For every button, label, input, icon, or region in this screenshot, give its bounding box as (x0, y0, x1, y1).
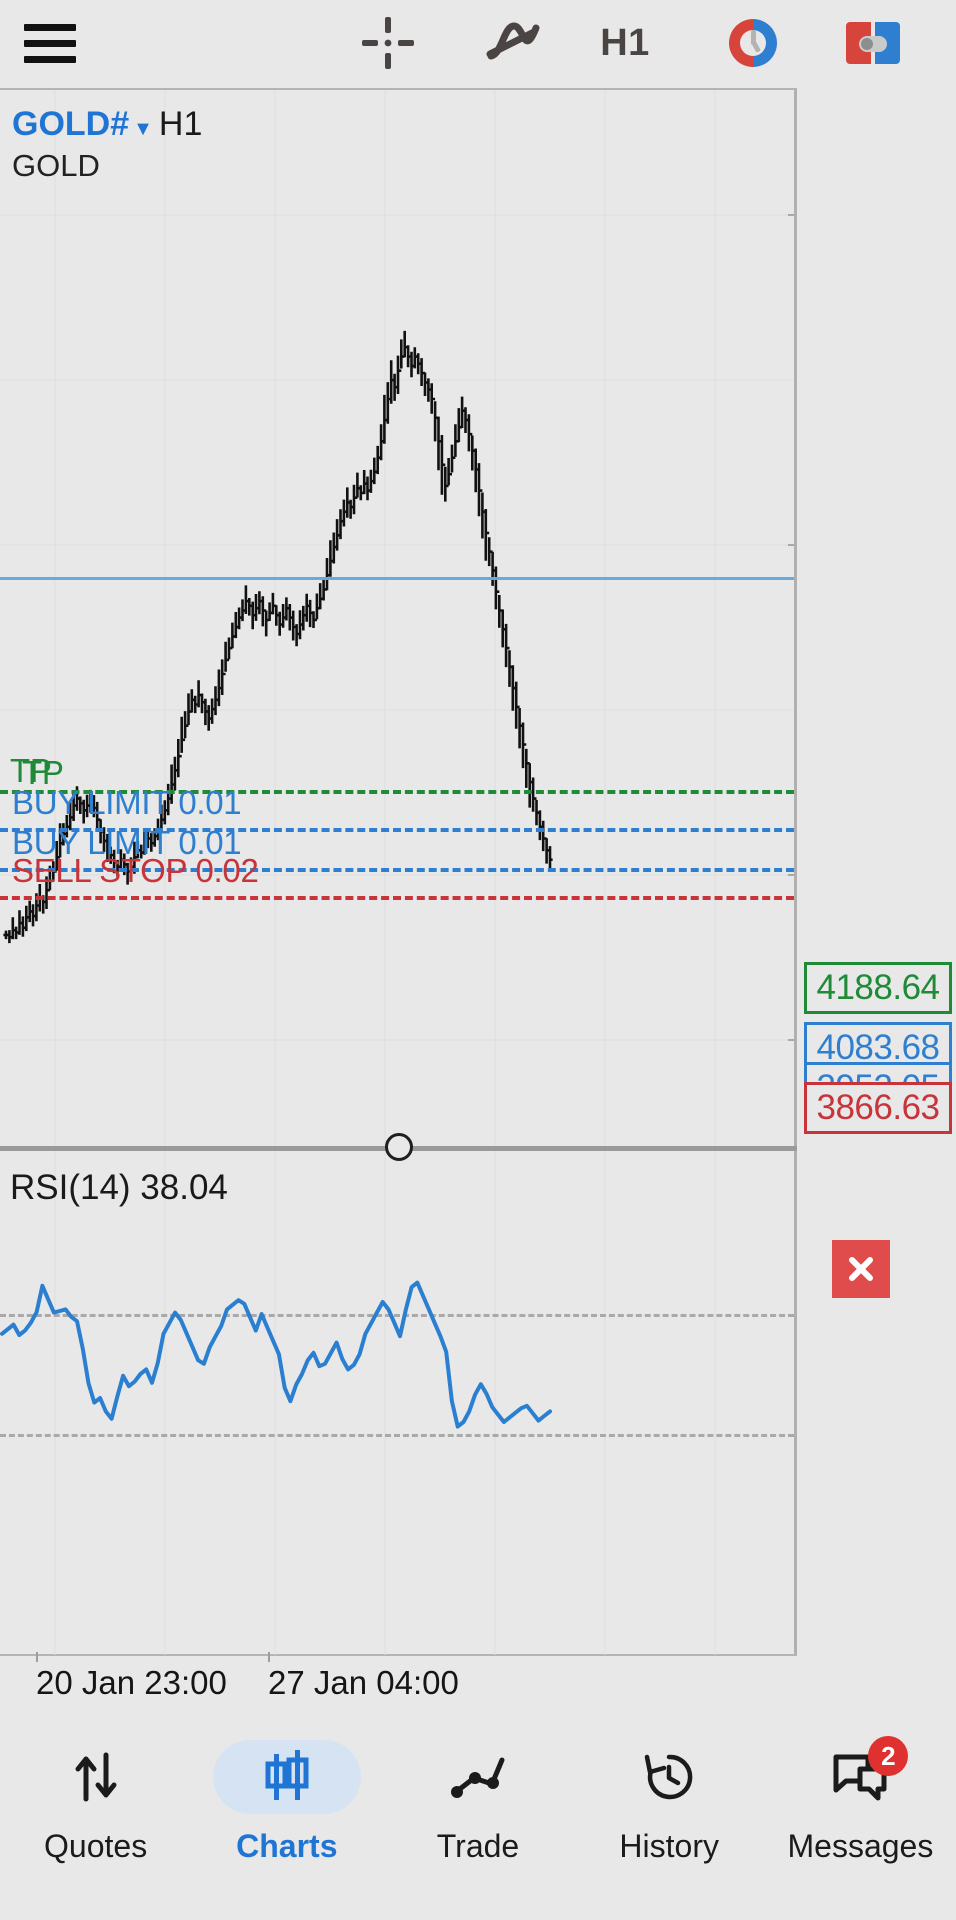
chat-bubbles-icon: 2 (786, 1736, 934, 1814)
level-label-buy-limit-1[interactable]: BUY LIMIT 0.01 (12, 784, 242, 821)
trade-line-dots-icon (404, 1740, 552, 1814)
time-label-2: 27 Jan 04:00 (268, 1664, 459, 1701)
price-bars (3, 330, 553, 944)
time-label-1: 20 Jan 23:00 (36, 1664, 227, 1701)
price-pane[interactable] (0, 90, 794, 1152)
nav-label-trade: Trade (436, 1828, 520, 1864)
rsi-label[interactable]: RSI(14) 38.04 (10, 1168, 228, 1207)
top-toolbar: H1 (0, 0, 956, 88)
indicators-wave-icon[interactable] (470, 6, 556, 80)
symbol-description: GOLD (12, 148, 100, 184)
level-label-tp-2[interactable]: TP (22, 754, 64, 791)
level-line-buy-limit-2[interactable] (0, 868, 794, 872)
crosshair-icon[interactable] (345, 6, 431, 80)
nav-label-charts: Charts (236, 1828, 338, 1864)
pane-splitter-handle[interactable] (385, 1133, 413, 1161)
current-price-line (0, 577, 794, 580)
nav-label-messages: Messages (787, 1828, 934, 1864)
symbol-name[interactable]: GOLD# (12, 105, 130, 143)
nav-item-charts[interactable]: Charts (191, 1720, 382, 1865)
nav-item-messages[interactable]: 2 Messages (765, 1720, 956, 1865)
symbol-timeframe: H1 (158, 105, 203, 143)
bottom-navigation: Quotes Charts (0, 1720, 956, 1920)
hamburger-menu-icon[interactable] (20, 18, 80, 68)
level-label-buy-limit-2[interactable]: BUY LIMIT 0.01 (12, 824, 242, 861)
symbol-row: GOLD# ▼ H1 (12, 104, 202, 144)
nav-label-history: History (619, 1828, 719, 1864)
time-tick-1 (36, 1652, 38, 1662)
rsi-level-70 (0, 1314, 794, 1317)
timeframe-button[interactable]: H1 (600, 21, 650, 64)
time-axis: 20 Jan 23:00 27 Jan 04:00 (0, 1652, 797, 1718)
candlesticks-icon (212, 1740, 361, 1814)
nav-item-history[interactable]: History (574, 1720, 765, 1865)
chevron-down-icon[interactable]: ▼ (133, 118, 153, 140)
rsi-pane[interactable]: RSI(14) 38.04 (0, 1154, 794, 1654)
nav-label-quotes: Quotes (44, 1828, 148, 1864)
arrows-up-down-icon (22, 1740, 170, 1814)
nav-item-trade[interactable]: Trade (382, 1720, 573, 1865)
chart-grid (0, 90, 794, 1655)
messages-badge: 2 (868, 1736, 909, 1776)
level-line-tp[interactable] (0, 790, 794, 794)
price-tag-tp[interactable]: 4188.64 (804, 962, 952, 1014)
price-tag-sell-stop[interactable]: 3866.63 (804, 1082, 952, 1134)
pane-splitter[interactable] (0, 1133, 797, 1161)
time-tick-2 (268, 1652, 270, 1662)
nav-item-quotes[interactable]: Quotes (0, 1720, 191, 1865)
rsi-line (0, 1280, 552, 1429)
clock-history-icon (595, 1740, 743, 1814)
one-click-trading-icon[interactable] (830, 6, 916, 80)
level-line-buy-limit-1[interactable] (0, 828, 794, 832)
level-label-tp-1[interactable]: TP (10, 752, 52, 789)
rsi-level-30 (0, 1434, 794, 1437)
chart-symbol-header[interactable]: GOLD# ▼ H1 GOLD (12, 104, 202, 185)
pending-order-clock-icon[interactable] (710, 6, 796, 80)
level-line-sell-stop[interactable] (0, 896, 794, 900)
level-label-sell-stop[interactable]: SELL STOP 0.02 (12, 852, 259, 889)
close-icon[interactable] (832, 1240, 890, 1298)
chart-area[interactable]: GOLD# ▼ H1 GOLD TP TP BUY LIMIT 0.01 BUY L… (0, 88, 797, 1656)
